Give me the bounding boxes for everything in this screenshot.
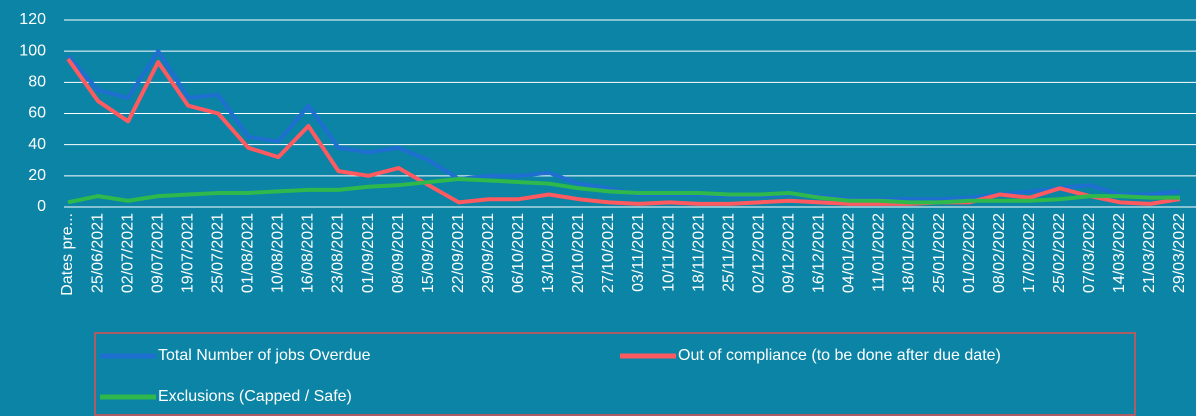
legend-label: Exclusions (Capped / Safe)	[158, 388, 352, 405]
chart: 0 20 40 60 80 100 120 Dates pre... 25/06/2021 02/…	[0, 0, 1196, 416]
x-tick-label: 09/12/2021	[781, 213, 798, 293]
x-tick-label: 19/07/2021	[179, 213, 196, 293]
legend-label: Out of compliance (to be done after due …	[678, 347, 1001, 364]
y-tick-label: 100	[19, 42, 46, 59]
x-tick-label: 25/07/2021	[209, 213, 226, 293]
x-tick-label: 22/09/2021	[450, 213, 467, 293]
y-tick-label: 0	[37, 198, 46, 215]
x-tick-label: 02/07/2021	[119, 213, 136, 293]
x-tick-label: Dates pre...	[59, 213, 76, 296]
x-tick-label: 16/08/2021	[300, 213, 317, 293]
series-line	[68, 179, 1180, 202]
x-tick-label: 06/10/2021	[510, 213, 527, 293]
x-tick-label: 20/10/2021	[570, 213, 587, 293]
x-tick-label: 01/08/2021	[240, 213, 257, 293]
x-tick-label: 03/11/2021	[630, 213, 647, 292]
x-tick-label: 18/01/2022	[901, 213, 918, 293]
y-tick-label: 120	[19, 11, 46, 28]
x-tick-label: 21/03/2022	[1141, 213, 1158, 293]
y-tick-label: 20	[28, 167, 46, 184]
x-tick-label: 25/06/2021	[89, 213, 106, 293]
x-tick-label: 10/11/2021	[660, 213, 677, 292]
x-tick-label: 16/12/2021	[811, 213, 828, 293]
x-tick-label: 25/01/2022	[931, 213, 948, 293]
series-line	[68, 51, 1180, 199]
x-tick-label: 25/02/2022	[1051, 213, 1068, 293]
x-tick-label: 17/02/2022	[1021, 213, 1038, 293]
x-tick-label: 27/10/2021	[600, 213, 617, 293]
x-tick-label: 08/02/2022	[991, 213, 1008, 293]
x-tick-label: 09/07/2021	[149, 213, 166, 293]
x-tick-label: 04/01/2022	[841, 213, 858, 293]
x-tick-label: 10/08/2021	[270, 213, 287, 293]
x-tick-label: 23/08/2021	[330, 213, 347, 293]
x-tick-label: 01/09/2021	[360, 213, 377, 293]
y-tick-label: 80	[28, 74, 46, 91]
x-tick-label: 14/03/2022	[1111, 213, 1128, 293]
x-tick-label: 01/02/2022	[961, 213, 978, 293]
x-tick-label: 07/03/2022	[1081, 213, 1098, 293]
y-tick-label: 60	[28, 105, 46, 122]
x-tick-label: 11/01/2022	[871, 213, 888, 292]
x-tick-label: 25/11/2021	[720, 213, 737, 292]
x-tick-label: 18/11/2021	[690, 213, 707, 292]
x-tick-label: 08/09/2021	[390, 213, 407, 293]
x-tick-label: 13/10/2021	[540, 213, 557, 293]
x-tick-label: 29/09/2021	[480, 213, 497, 293]
legend-label: Total Number of jobs Overdue	[158, 347, 371, 364]
series-line	[68, 59, 1180, 204]
x-tick-label: 15/09/2021	[420, 213, 437, 293]
page: {"chart_data": { "type": "line", "catego…	[0, 0, 1196, 416]
y-tick-label: 40	[28, 136, 46, 153]
x-tick-label: 29/03/2022	[1171, 213, 1188, 293]
x-tick-label: 02/12/2021	[750, 213, 767, 293]
